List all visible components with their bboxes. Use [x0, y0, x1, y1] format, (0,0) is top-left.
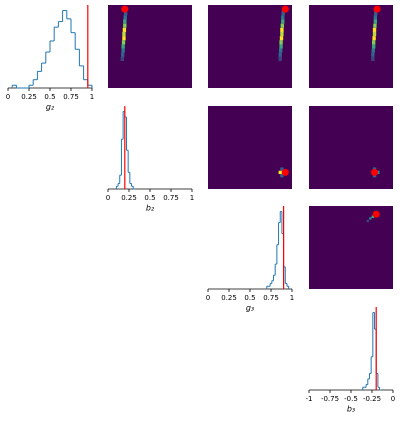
x-axis-label: g₃ — [246, 304, 254, 313]
heatmap-background — [108, 5, 192, 88]
density-cell — [281, 19, 285, 24]
density-cell — [121, 52, 125, 57]
density-cell — [366, 219, 370, 223]
density-cell — [278, 170, 282, 175]
density-cell — [373, 23, 377, 28]
density-cell — [123, 15, 127, 20]
x-tick-label: -0.5 — [344, 395, 358, 403]
density-cell — [122, 31, 126, 37]
x-tick-label: 0.75 — [163, 194, 179, 202]
density-cell — [374, 11, 378, 16]
x-tick-label: -0.75 — [321, 395, 339, 403]
x-tick-label: 1 — [190, 194, 194, 202]
heatmap-background — [208, 5, 292, 88]
x-tick-label: -1 — [306, 395, 313, 403]
heatmap-background — [309, 106, 393, 189]
density-cell — [279, 44, 283, 49]
x-axis-label: b₂ — [146, 204, 155, 213]
density-cell — [371, 48, 375, 53]
density-cell — [372, 44, 376, 49]
density-cell — [122, 27, 127, 32]
density-cell — [278, 56, 282, 62]
density-cell — [369, 217, 372, 220]
x-tick-label: 0 — [106, 194, 110, 202]
x-tick-label: 0 — [206, 294, 210, 302]
density-cell — [280, 174, 284, 178]
density-cell — [120, 56, 124, 62]
density-cell — [371, 215, 375, 219]
density-cell — [123, 19, 127, 24]
x-tick-label: 0.75 — [63, 93, 79, 101]
x-tick-label: 0 — [391, 395, 395, 403]
density-cell — [373, 15, 378, 20]
density-cell — [280, 27, 284, 32]
x-axis-label: b₃ — [347, 405, 355, 414]
truth-point — [281, 168, 289, 176]
truth-point — [373, 5, 381, 13]
density-cell — [280, 31, 284, 37]
density-cell — [278, 48, 283, 53]
density-cell — [280, 167, 284, 171]
density-cell — [372, 36, 376, 41]
x-tick-label: 0 — [6, 93, 10, 101]
x-tick-label: -0.25 — [363, 395, 381, 403]
density-cell — [279, 40, 283, 45]
x-tick-label: 0.25 — [121, 194, 137, 202]
density-cell — [372, 27, 377, 32]
density-cell — [373, 19, 378, 24]
heatmap-background — [208, 106, 292, 189]
density-cell — [122, 36, 126, 41]
density-cell — [123, 11, 128, 16]
x-tick-label: 1 — [90, 93, 94, 101]
density-cell — [371, 52, 375, 57]
truth-point — [371, 168, 379, 176]
x-tick-label: 0.5 — [244, 294, 255, 302]
x-tick-label: 0.75 — [263, 294, 279, 302]
truth-point — [372, 210, 380, 218]
density-cell — [121, 44, 125, 49]
x-tick-label: 0.5 — [144, 194, 155, 202]
truth-point — [121, 5, 129, 13]
x-tick-label: 0.25 — [221, 294, 237, 302]
density-cell — [280, 23, 285, 28]
heatmap-background — [309, 5, 393, 88]
density-cell — [372, 40, 376, 45]
density-cell — [123, 23, 127, 28]
x-tick-label: 0.25 — [21, 93, 37, 101]
heatmap-background — [309, 206, 393, 289]
x-tick-label: 0.5 — [44, 93, 55, 101]
density-cell — [278, 52, 282, 57]
density-cell — [281, 11, 285, 16]
truth-point — [281, 5, 289, 13]
density-cell — [121, 48, 125, 53]
density-cell — [121, 40, 126, 45]
density-cell — [279, 36, 284, 41]
x-axis-label: g₂ — [46, 103, 55, 112]
density-cell — [371, 56, 375, 62]
density-cell — [372, 31, 377, 37]
density-cell — [281, 15, 285, 20]
x-tick-label: 1 — [290, 294, 294, 302]
